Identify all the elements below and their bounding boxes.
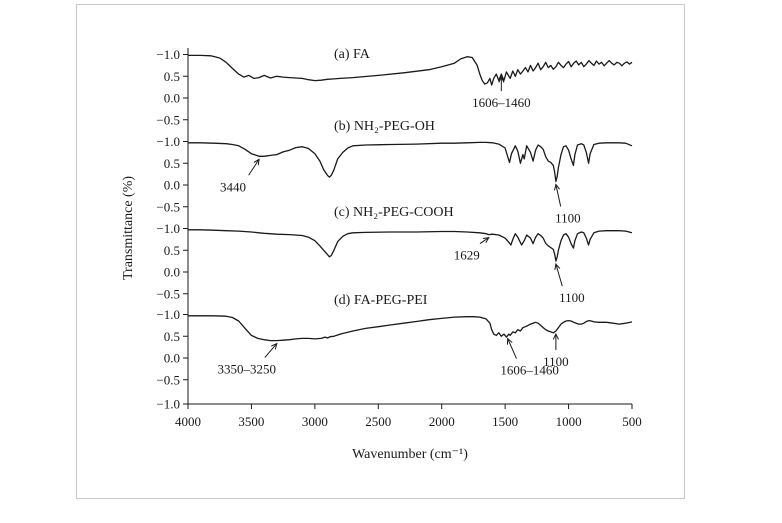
annotation-label: 1629 (454, 248, 480, 263)
series-label-4: (d) FA-PEG-PEI (334, 293, 428, 308)
x-tick-label: 1000 (556, 414, 582, 429)
series-labels: (a) FA (b) NH₂-PEG-OH (c) NH₂-PEG-COOH (d) … (334, 47, 454, 308)
x-axis-label: Wavenumber (cm⁻¹) (352, 447, 468, 462)
annotation-arrow (248, 159, 260, 176)
x-tick-label: 2000 (429, 414, 455, 429)
annotation-arrow-head (271, 342, 278, 350)
annotation-arrow (507, 338, 517, 359)
series-line-4 (188, 315, 633, 342)
y-tick-label: 0.5 (164, 69, 180, 84)
annotations-layer: 1606–1460 3440 1100 1629 1100 3350–3250 1606–1… (218, 75, 585, 378)
annotation-label: 1100 (543, 354, 569, 369)
y-tick-label: −0.5 (156, 112, 180, 127)
annotation-arrow-head (482, 236, 490, 244)
x-tick-label: 500 (622, 414, 642, 429)
series-layer (188, 54, 633, 342)
y-tick-label: 0.0 (164, 178, 180, 193)
y-tick-label: 0.0 (164, 91, 180, 106)
annotation-arrow-head (554, 263, 561, 271)
annotation-arrow-head (498, 75, 505, 83)
y-tick-label: 0.0 (164, 351, 180, 366)
y-tick-label: 0.5 (164, 329, 180, 344)
y-tick-label: −0.5 (156, 372, 180, 387)
y-tick-label: −1.0 (156, 221, 180, 236)
annotation-label: 3350–3250 (218, 362, 277, 377)
annotation-label: 3440 (220, 179, 246, 194)
series-label-1: (a) FA (334, 47, 371, 62)
annotation-arrow (479, 237, 490, 245)
y-axis-label: Transmittance (%) (121, 176, 136, 280)
x-tick-label: 4000 (175, 414, 201, 429)
y-tick-label: −1.0 (156, 307, 180, 322)
series-line-1 (188, 54, 633, 86)
annotation-arrow (264, 343, 278, 358)
annotation-label: 1606–1460 (472, 95, 531, 110)
y-tick-label: −1.0 (156, 397, 180, 412)
y-tick-label: 0.5 (164, 243, 180, 258)
y-tick-label: −0.5 (156, 199, 180, 214)
series-line-3 (188, 229, 633, 262)
y-tick-label: 0.0 (164, 265, 180, 280)
x-tick-label: 3000 (302, 414, 328, 429)
series-label-2: (b) NH₂-PEG-OH (334, 119, 435, 134)
x-tick-label: 3500 (238, 414, 264, 429)
annotation-arrow-head (552, 332, 559, 340)
annotation-arrow (555, 263, 563, 287)
annotation-arrow-head (506, 337, 513, 345)
y-tick-label: 0.5 (164, 156, 180, 171)
annotation-label: 1100 (555, 211, 581, 226)
annotation-label: 1100 (559, 290, 585, 305)
annotation-arrow-head (554, 183, 560, 191)
y-tick-label: −1.0 (156, 47, 180, 62)
annotation-arrow (555, 184, 562, 207)
figure-frame (76, 4, 685, 499)
annotation-arrow-head (253, 158, 260, 166)
x-tick-label: 2500 (365, 414, 391, 429)
series-line-2 (188, 141, 633, 183)
annotation-label: 1606–1460 (500, 363, 559, 378)
series-label-3: (c) NH₂-PEG-COOH (334, 205, 454, 220)
x-tick-label: 1500 (492, 414, 518, 429)
y-tick-label: −1.0 (156, 134, 180, 149)
y-tick-label: −0.5 (156, 286, 180, 301)
chart-axes: −1.0 0.5 0.0 −0.5 −1.0 0.5 0.0 −0.5 −1.0 0.5 0.0 −0… (156, 47, 641, 429)
